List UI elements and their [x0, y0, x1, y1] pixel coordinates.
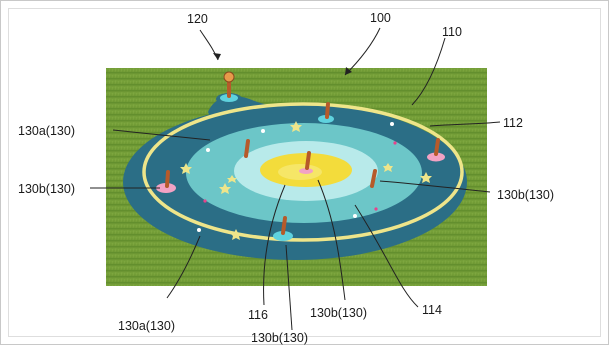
pad-bottom	[273, 231, 293, 241]
label-116: 116	[248, 308, 268, 322]
leader-lines	[90, 27, 501, 331]
star-decorations	[180, 121, 432, 240]
label-112: 112	[503, 116, 523, 130]
label-130a-top: 130a(130)	[18, 124, 75, 138]
label-120: 120	[187, 12, 208, 26]
figure-inner-frame	[8, 8, 601, 337]
dot-markers	[197, 122, 397, 232]
play-mat	[123, 71, 467, 260]
yellow-ring-112	[142, 102, 464, 242]
label-110: 110	[442, 25, 462, 39]
label-130b-right: 130b(130)	[497, 188, 554, 202]
label-130b-center: 130b(130)	[310, 306, 367, 320]
post-cap-120	[223, 71, 235, 83]
pad-left	[156, 183, 176, 193]
label-130b-left: 130b(130)	[18, 182, 75, 196]
pad-center	[299, 168, 313, 174]
pad-right	[427, 152, 445, 162]
label-130a-bottom: 130a(130)	[118, 319, 175, 333]
label-114: 114	[422, 303, 442, 317]
posts	[165, 76, 440, 235]
label-100: 100	[370, 11, 391, 25]
pad-top	[318, 115, 334, 123]
label-130b-bottom: 130b(130)	[251, 331, 308, 345]
arrowheads	[213, 53, 352, 75]
